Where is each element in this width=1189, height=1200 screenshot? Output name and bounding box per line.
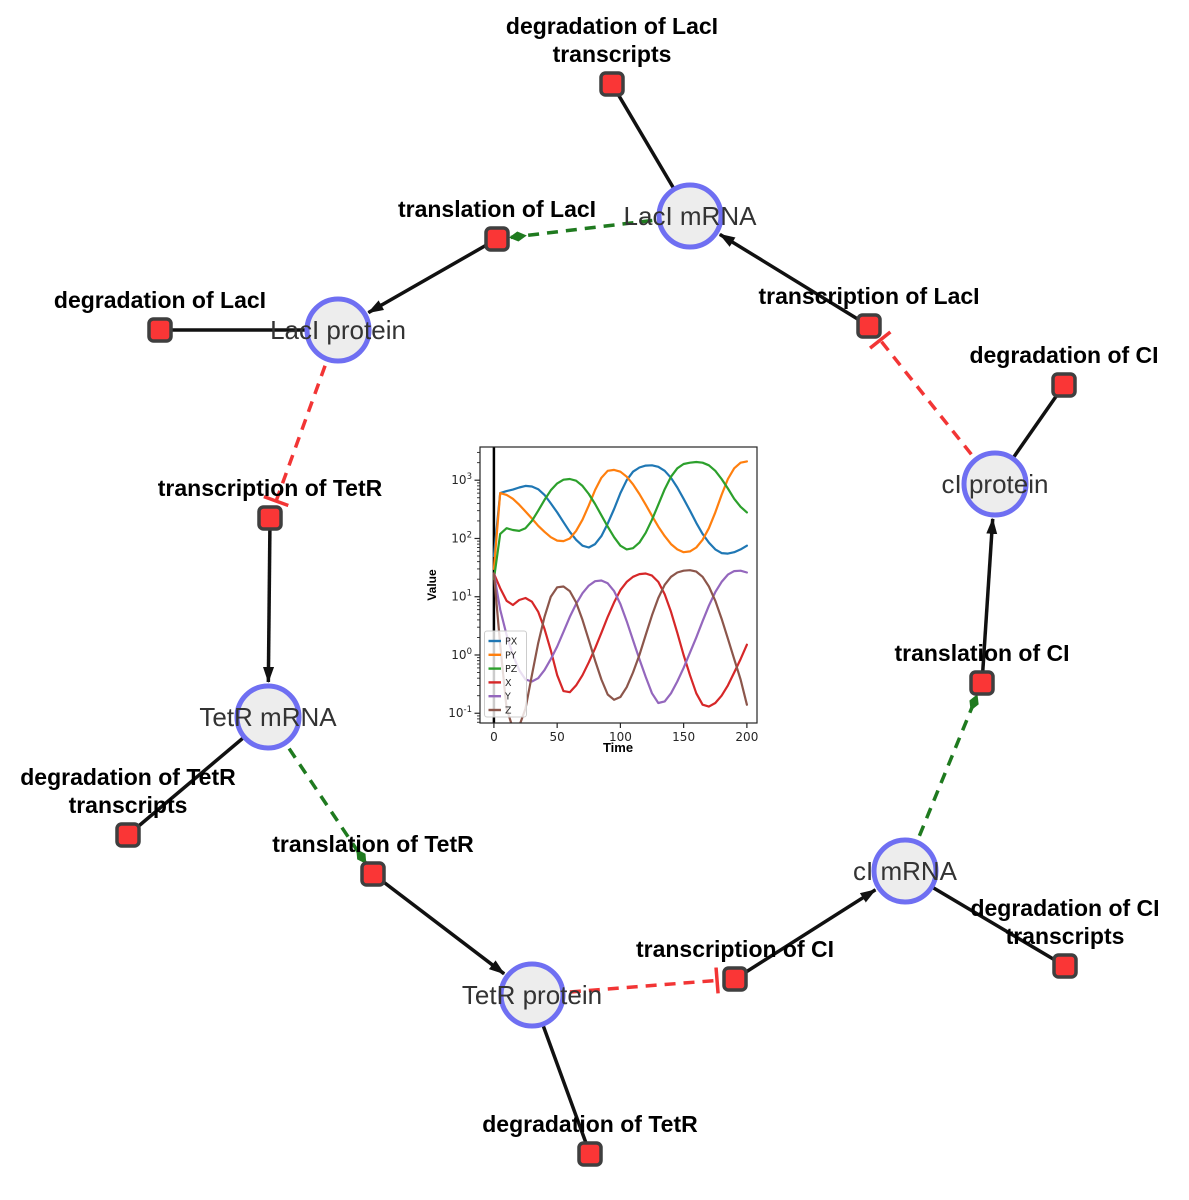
edge-modifier: [903, 694, 979, 872]
reaction-label-deg-lacI-tx: transcripts: [553, 41, 672, 67]
reaction-label-deg-lacI: degradation of LacI: [54, 287, 266, 313]
species-node-tetR-protein[interactable]: [498, 961, 566, 1029]
chart-line-pz: [492, 460, 748, 581]
edge-inhibition: [868, 330, 997, 486]
legend-label-py: PY: [505, 650, 517, 661]
species-node-cI-protein[interactable]: [961, 450, 1029, 518]
legend-label-y: Y: [504, 692, 511, 703]
legend-label-z: Z: [505, 706, 512, 717]
reaction-node-deg-lacI[interactable]: [147, 317, 173, 343]
y-tick-label: 101: [451, 589, 472, 604]
labels-layer: degradation of LacItranscriptstranslatio…: [20, 13, 1159, 1137]
chart-series-group: [492, 447, 748, 723]
x-tick-label: 50: [550, 730, 565, 744]
y-tick-label: 100: [451, 647, 472, 662]
species-node-tetR-mRNA[interactable]: [234, 683, 302, 751]
y-tick-label: 102: [451, 530, 472, 545]
chart-line-py: [492, 460, 748, 570]
chart-line-x: [492, 572, 748, 708]
reaction-label-transl-tetR: translation of TetR: [272, 831, 474, 857]
species-node-lacI-protein[interactable]: [304, 296, 372, 364]
legend-label-pz: PZ: [505, 664, 518, 675]
species-label-tetR-mRNA: TetR mRNA: [199, 702, 337, 732]
x-tick-label: 0: [490, 730, 498, 744]
reaction-label-deg-cI-tx: transcripts: [1006, 923, 1125, 949]
chart-xlabel: Time: [603, 740, 633, 755]
reaction-node-txn-tetR[interactable]: [257, 505, 283, 531]
reaction-node-transl-cI[interactable]: [969, 670, 995, 696]
reaction-label-txn-tetR: transcription of TetR: [158, 475, 383, 501]
reaction-label-deg-cI: degradation of CI: [969, 342, 1158, 368]
x-tick-label: 200: [735, 730, 758, 744]
edge-production: [718, 232, 870, 328]
chart-legend: PX PY PZ XYZ: [484, 630, 527, 718]
species-node-lacI-mRNA[interactable]: [656, 182, 724, 250]
reaction-label-deg-tetR: degradation of TetR: [482, 1111, 698, 1137]
reaction-label-transl-lacI: translation of LacI: [398, 196, 596, 222]
edge-production: [371, 872, 506, 976]
species-label-tetR-protein: TetR protein: [462, 980, 602, 1010]
chart-ylabel: Value: [425, 569, 439, 601]
reaction-node-deg-lacI-tx[interactable]: [599, 71, 625, 97]
chart-line-z: [492, 569, 748, 723]
reaction-node-deg-cI[interactable]: [1051, 372, 1077, 398]
reaction-label-txn-cI: transcription of CI: [636, 936, 834, 962]
reaction-node-deg-tetR-tx[interactable]: [115, 822, 141, 848]
chart-axes-group: 0 50 100 150 200 103 102 101 100 10-1: [448, 446, 758, 744]
y-tick-label: 10-1: [448, 705, 472, 720]
species-label-lacI-protein: LacI protein: [270, 315, 406, 345]
y-tick-label: 103: [451, 472, 472, 487]
chart-frame: [479, 446, 758, 724]
reaction-label-deg-lacI-tx: degradation of LacI: [506, 13, 718, 39]
reaction-node-transl-lacI[interactable]: [484, 226, 510, 252]
legend-label-x: X: [505, 678, 512, 689]
reaction-label-transl-cI: translation of CI: [894, 640, 1069, 666]
edge-production: [980, 517, 998, 684]
species-node-cI-mRNA[interactable]: [871, 837, 939, 905]
species-label-lacI-mRNA: LacI mRNA: [624, 201, 758, 231]
reaction-label-txn-lacI: transcription of LacI: [758, 283, 979, 309]
x-tick-label: 150: [672, 730, 695, 744]
chart-inset: 0 50 100 150 200 103 102 101 100 10-1 PX PY PZ XYZ T…: [425, 446, 758, 755]
edge-production: [367, 237, 498, 315]
reaction-label-deg-tetR-tx: transcripts: [69, 792, 188, 818]
chart-line-y: [492, 569, 748, 705]
species-label-cI-protein: cI protein: [942, 469, 1049, 499]
reaction-node-deg-cI-tx[interactable]: [1052, 953, 1078, 979]
reaction-label-deg-cI-tx: degradation of CI: [970, 895, 1159, 921]
nodes-layer: [115, 71, 1078, 1167]
species-label-cI-mRNA: cI mRNA: [853, 856, 958, 886]
reaction-label-deg-tetR-tx: degradation of TetR: [20, 764, 236, 790]
edge-production: [263, 517, 275, 684]
reaction-node-deg-tetR[interactable]: [577, 1141, 603, 1167]
x-tick-label: 100: [609, 730, 632, 744]
edge-production: [734, 888, 877, 981]
edge-inhibition: [531, 967, 720, 997]
reaction-node-txn-cI[interactable]: [722, 966, 748, 992]
reaction-node-transl-tetR[interactable]: [360, 861, 386, 887]
reaction-node-txn-lacI[interactable]: [856, 313, 882, 339]
legend-label-px: PX: [505, 637, 518, 648]
